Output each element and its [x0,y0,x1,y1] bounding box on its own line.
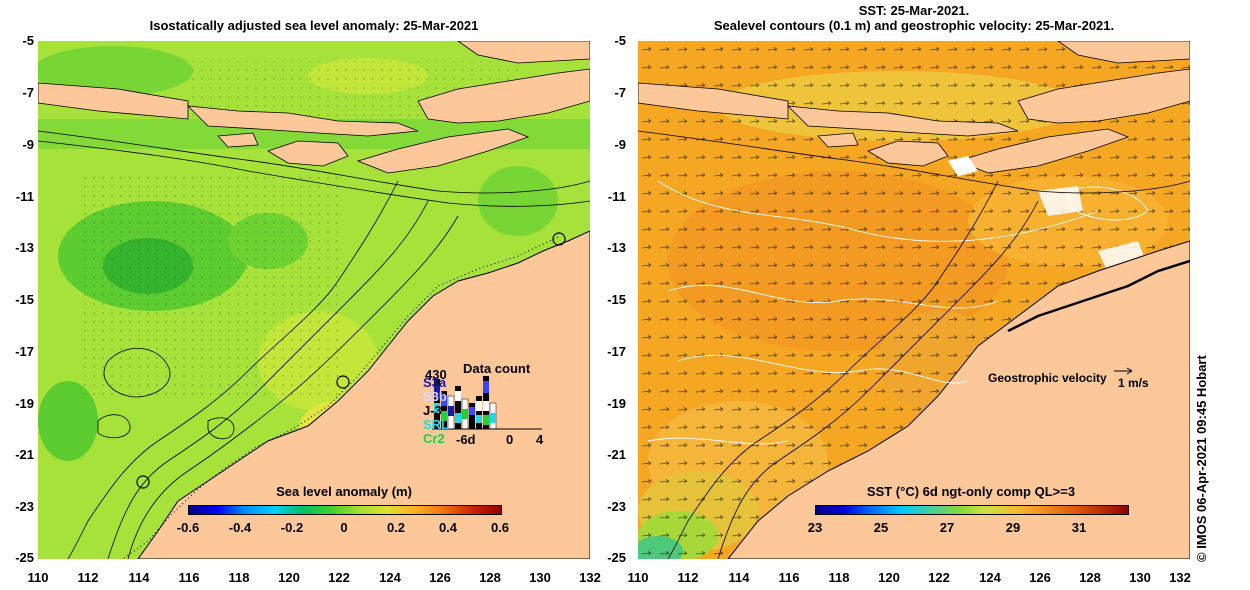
sea-level-anomaly-map [38,41,590,559]
sla-colorbar-label: -0.6 [176,520,200,535]
legend-s3a: S3a [423,375,447,390]
right-y-tick: -15 [607,292,626,307]
left-y-tick: -21 [15,447,34,462]
left-x-tick: 124 [379,570,401,585]
left-y-tick: -5 [22,33,34,48]
sla-colorbar-label: 0.6 [490,520,510,535]
left-x-tick: 132 [579,570,601,585]
right-x-tick: 116 [778,570,800,585]
legend-j3: J-3 [423,403,442,418]
data-count-x-label: -6d [456,432,476,447]
sst-velocity-map [638,41,1190,559]
sla-colorbar-label: -0.4 [228,520,252,535]
right-map-title-line1: SST: 25-Mar-2021. [858,3,970,18]
right-y-tick: -17 [607,344,626,359]
right-x-tick: 132 [1169,570,1191,585]
left-x-tick: 128 [479,570,501,585]
sst-colorbar [815,505,1129,515]
data-count-x-label: 4 [536,432,544,447]
legend-s3b: S3b [423,389,447,404]
right-y-tick: -23 [607,499,626,514]
right-y-tick: -11 [607,189,626,204]
right-y-tick: -25 [607,550,626,565]
data-count-title: Data count [463,361,531,376]
right-x-tick: 130 [1129,570,1151,585]
left-y-tick: -9 [22,137,34,152]
data-count-top-label: 430 [425,367,447,382]
right-x-tick: 112 [677,570,699,585]
left-x-tick: 126 [429,570,451,585]
velocity-legend-label: Geostrophic velocity [988,371,1107,385]
right-y-tick: -19 [607,396,626,411]
sst-colorbar-label: 23 [807,520,823,535]
left-x-tick: 120 [278,570,300,585]
left-x-tick: 114 [128,570,150,585]
right-x-tick: 126 [1029,570,1051,585]
sst-colorbar-label: 31 [1071,520,1087,535]
data-count-x-label: 0 [506,432,514,447]
right-x-tick: 124 [979,570,1001,585]
sst-colorbar-title: SST (°C) 6d ngt-only comp QL>=3 [866,484,1076,499]
legend-srl: SRL [423,417,449,432]
right-y-tick: -7 [614,85,626,100]
sla-colorbar-label: 0 [340,520,348,535]
left-y-tick: -13 [15,240,34,255]
right-x-tick: 110 [627,570,649,585]
left-x-tick: 116 [178,570,200,585]
velocity-scale-arrow [1114,367,1133,375]
right-y-tick: -13 [607,240,626,255]
left-map-title: Isostatically adjusted sea level anomaly… [149,18,479,33]
sst-colorbar-label: 29 [1005,520,1021,535]
sla-colorbar [188,505,502,515]
right-y-tick: -21 [607,447,626,462]
left-x-tick: 122 [328,570,350,585]
left-y-tick: -23 [15,499,34,514]
left-y-tick: -25 [15,550,34,565]
imos-credit: © IMOS 06-Apr-2021 09:45 Hobart [1194,355,1209,562]
left-x-tick: 130 [529,570,551,585]
left-x-tick: 118 [228,570,250,585]
right-map-title-line2: Sealevel contours (0.1 m) and geostrophi… [713,18,1115,33]
left-y-tick: -11 [15,189,34,204]
right-x-tick: 120 [878,570,900,585]
right-x-tick: 114 [728,570,750,585]
left-y-tick: -17 [15,344,34,359]
left-x-tick: 110 [27,570,49,585]
right-x-tick: 122 [928,570,950,585]
right-x-tick: 128 [1079,570,1101,585]
right-x-tick: 118 [828,570,850,585]
data-count-histogram [432,376,542,430]
left-y-tick: -19 [15,396,34,411]
sla-colorbar-label: 0.2 [386,520,406,535]
left-y-tick: -15 [15,292,34,307]
left-y-tick: -7 [22,85,34,100]
sla-colorbar-label: -0.2 [280,520,304,535]
left-x-tick: 112 [77,570,99,585]
data-count-legend: S3a S3b J-3 SRL Cr2 [423,376,449,446]
sst-colorbar-label: 27 [939,520,955,535]
right-y-tick: -9 [614,137,626,152]
sla-colorbar-title: Sea level anomaly (m) [276,484,412,499]
sla-colorbar-label: 0.4 [438,520,458,535]
legend-cr2: Cr2 [423,431,445,446]
velocity-legend-scale: 1 m/s [1118,376,1149,390]
sst-colorbar-label: 25 [873,520,889,535]
right-y-tick: -5 [614,33,626,48]
